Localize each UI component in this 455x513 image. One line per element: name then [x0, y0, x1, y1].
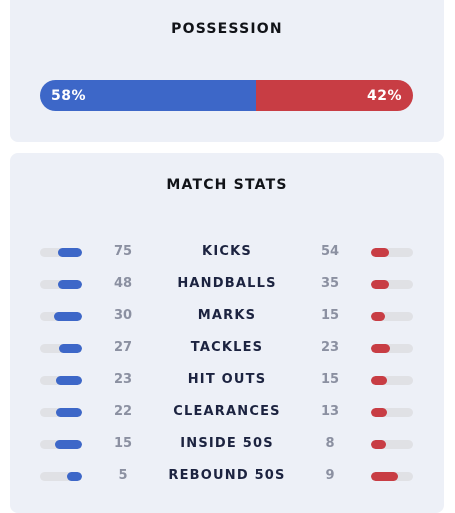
stat-label: HIT OUTS — [187, 372, 267, 387]
stat-away-bar-fill — [371, 248, 389, 257]
stat-home-value: 75 — [113, 244, 133, 259]
possession-bar: 58% 42% — [40, 80, 413, 111]
stat-away-bar-fill — [371, 472, 398, 481]
stat-away-bar-fill — [371, 312, 385, 321]
stat-home-bar-fill — [56, 408, 82, 417]
match-stats-card: MATCH STATS 75 KICKS 54 48 HANDBALLS 35 30 MARK… — [10, 153, 444, 513]
stat-label: TACKLES — [190, 340, 264, 355]
stat-row: 48 HANDBALLS 35 — [10, 275, 444, 295]
stat-away-bar — [371, 312, 413, 321]
stat-row: 15 INSIDE 50S 8 — [10, 435, 444, 455]
stat-home-bar-fill — [55, 440, 82, 449]
stat-away-bar — [371, 248, 413, 257]
stat-away-value: 8 — [325, 436, 335, 451]
stat-away-bar — [371, 376, 413, 385]
stat-home-value: 27 — [113, 340, 133, 355]
stat-home-value: 5 — [118, 468, 128, 483]
stat-away-value: 15 — [320, 372, 340, 387]
stat-away-bar — [371, 440, 413, 449]
stat-away-value: 23 — [320, 340, 340, 355]
stat-home-bar — [40, 440, 82, 449]
stat-away-bar-fill — [371, 344, 390, 353]
stat-away-value: 15 — [320, 308, 340, 323]
stat-away-bar — [371, 472, 413, 481]
possession-away-label: 42% — [366, 87, 402, 104]
stat-label: MARKS — [197, 308, 257, 323]
stat-home-bar — [40, 344, 82, 353]
stat-label: KICKS — [202, 244, 252, 259]
stat-away-value: 35 — [320, 276, 340, 291]
stat-home-bar — [40, 472, 82, 481]
stat-away-bar-fill — [371, 440, 386, 449]
stat-away-value: 54 — [320, 244, 340, 259]
stat-home-bar — [40, 376, 82, 385]
stat-away-bar-fill — [371, 280, 389, 289]
possession-home-segment: 58% — [40, 80, 257, 111]
stat-away-bar — [371, 344, 413, 353]
stat-away-bar — [371, 408, 413, 417]
stat-home-bar — [40, 248, 82, 257]
stat-home-value: 48 — [113, 276, 133, 291]
possession-title: POSSESSION — [171, 21, 283, 37]
stat-home-bar — [40, 280, 82, 289]
stat-home-bar-fill — [54, 312, 82, 321]
stat-row: 75 KICKS 54 — [10, 243, 444, 263]
stat-home-bar-fill — [58, 248, 82, 257]
stat-home-bar — [40, 408, 82, 417]
stat-away-bar-fill — [371, 376, 387, 385]
stat-label: HANDBALLS — [177, 276, 277, 291]
stat-away-bar-fill — [371, 408, 387, 417]
stat-row: 30 MARKS 15 — [10, 307, 444, 327]
stat-away-bar — [371, 280, 413, 289]
stat-row: 22 CLEARANCES 13 — [10, 403, 444, 423]
stat-label: REBOUND 50S — [168, 468, 286, 483]
stat-home-value: 15 — [113, 436, 133, 451]
stat-home-bar-fill — [59, 344, 82, 353]
stat-home-value: 23 — [113, 372, 133, 387]
stat-home-value: 22 — [113, 404, 133, 419]
stat-away-value: 13 — [320, 404, 340, 419]
stat-row: 5 REBOUND 50S 9 — [10, 467, 444, 487]
stat-label: INSIDE 50S — [180, 436, 274, 451]
stat-home-value: 30 — [113, 308, 133, 323]
match-stats-title: MATCH STATS — [166, 177, 288, 193]
stat-home-bar-fill — [67, 472, 82, 481]
possession-home-label: 58% — [51, 87, 87, 104]
stat-home-bar — [40, 312, 82, 321]
possession-card: POSSESSION 58% 42% — [10, 0, 444, 142]
stat-home-bar-fill — [58, 280, 82, 289]
possession-away-segment: 42% — [256, 80, 413, 111]
stat-label: CLEARANCES — [173, 404, 281, 419]
stat-row: 23 HIT OUTS 15 — [10, 371, 444, 391]
stat-home-bar-fill — [56, 376, 82, 385]
stat-away-value: 9 — [325, 468, 335, 483]
stat-row: 27 TACKLES 23 — [10, 339, 444, 359]
